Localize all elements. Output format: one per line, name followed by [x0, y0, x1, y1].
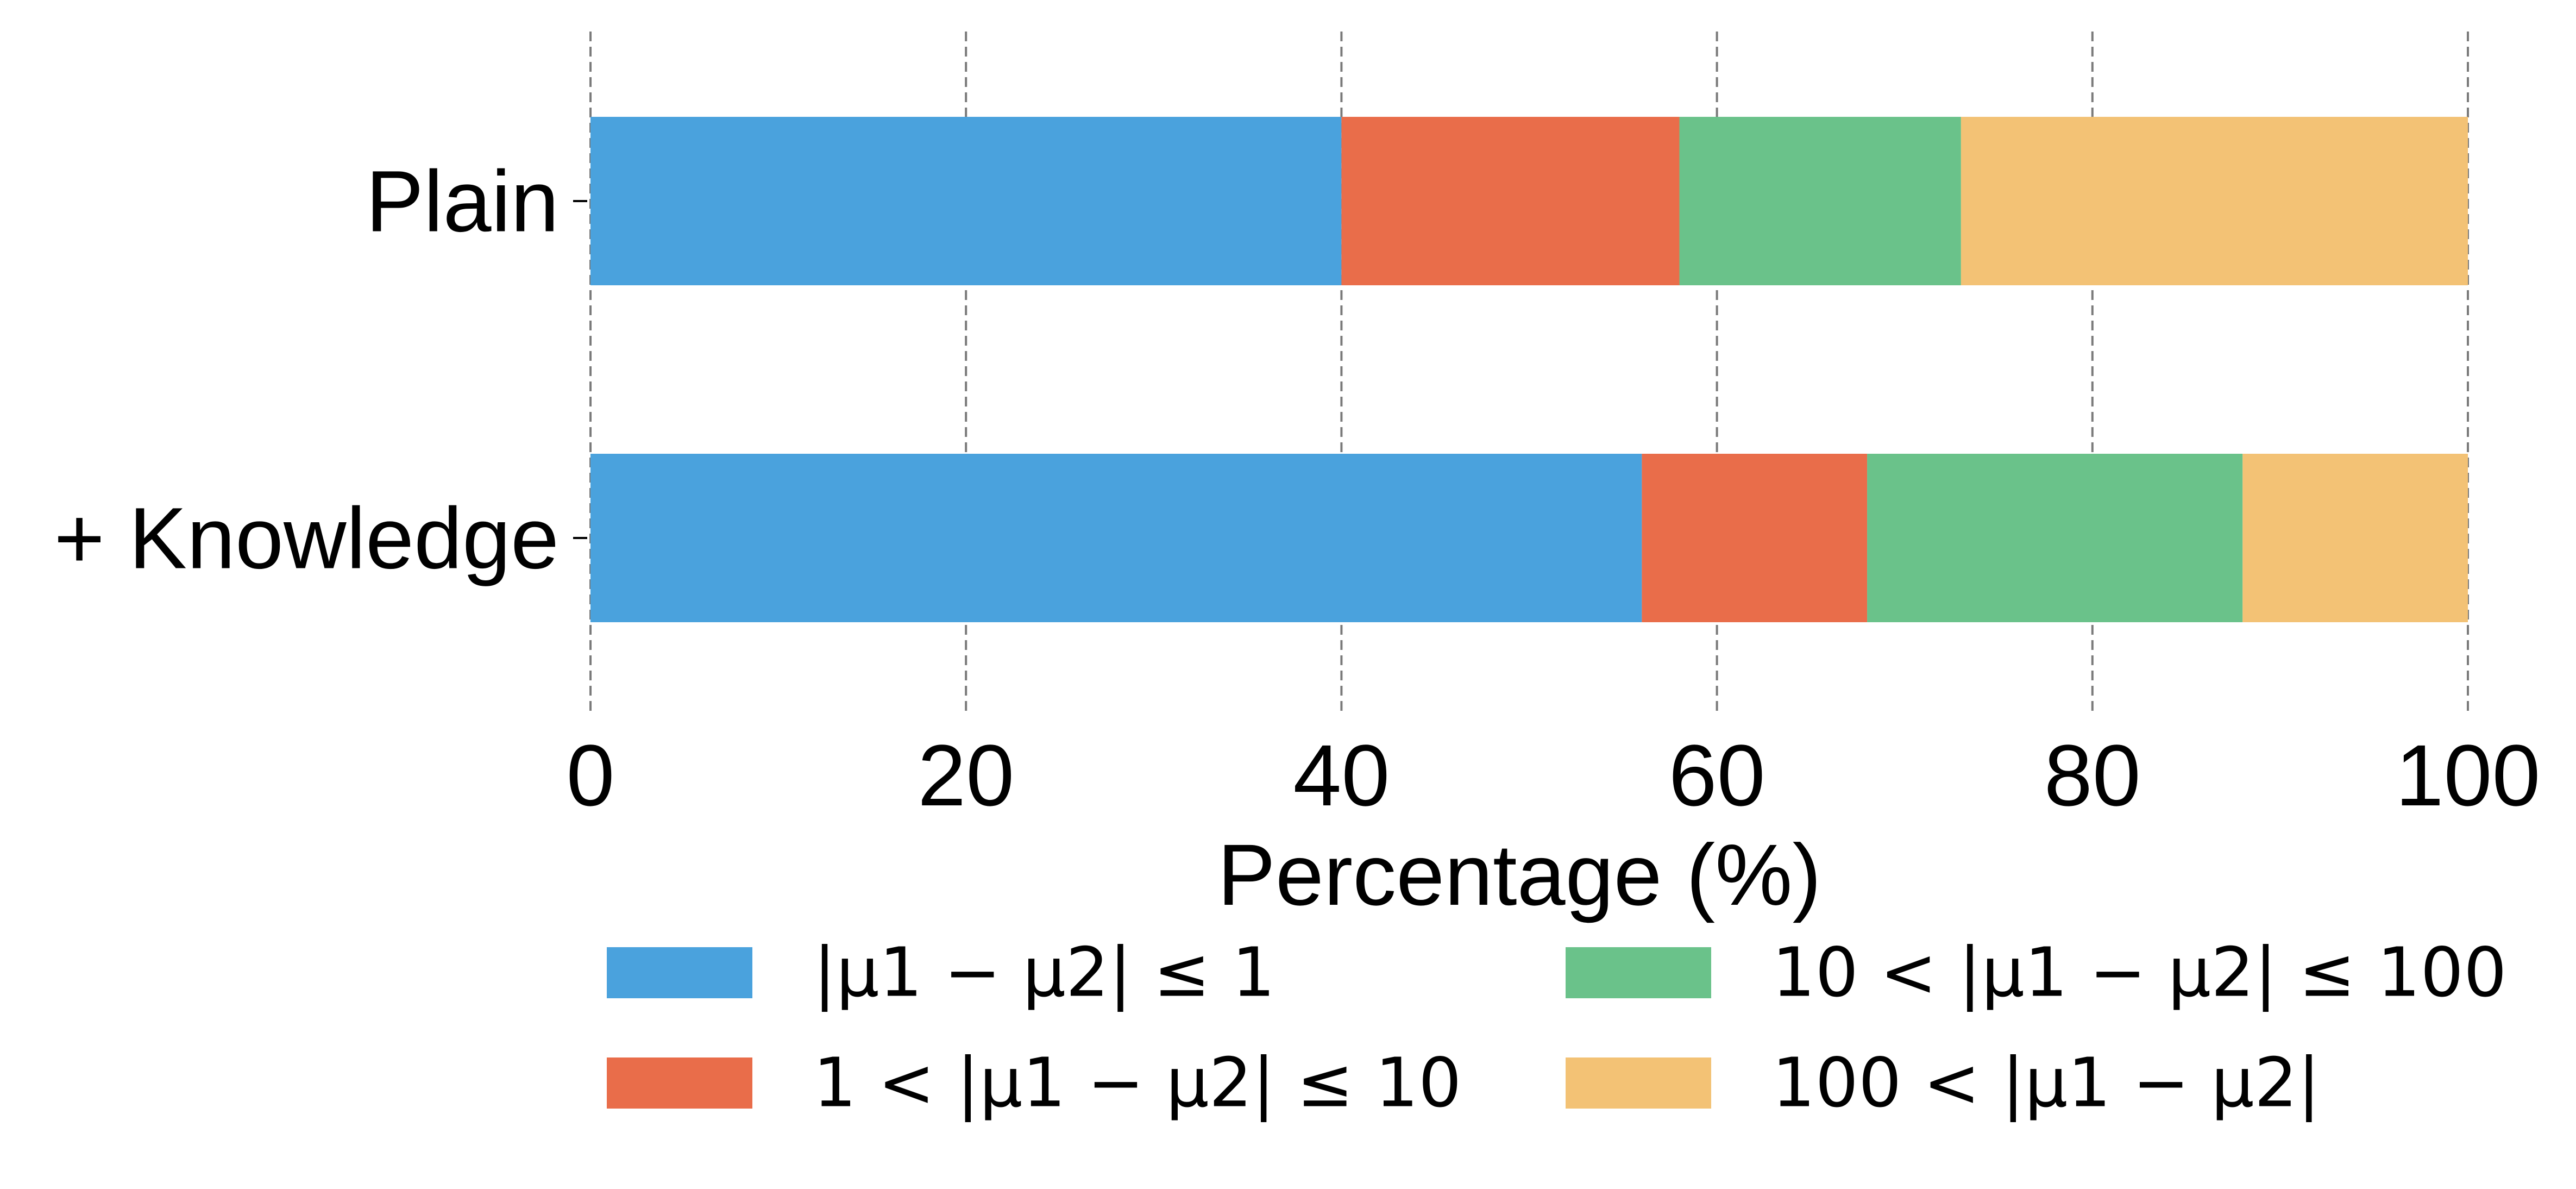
legend: |μ1 − μ2| ≤ 1 1 < |μ1 − μ2| ≤ 10 10 < |μ1 …: [607, 934, 2507, 1123]
legend-label: 100 < |μ1 − μ2|: [1772, 1044, 2320, 1123]
x-axis: 0 20 40 60 80 100: [567, 727, 2541, 824]
bar-segment-1-1: [590, 117, 1342, 285]
bar-segment-2-3: [1867, 454, 2243, 622]
legend-item: 1 < |μ1 − μ2| ≤ 10: [607, 1044, 1462, 1123]
x-tick-label: 80: [2044, 727, 2141, 824]
x-tick-label: 20: [918, 727, 1014, 824]
legend-item: |μ1 − μ2| ≤ 1: [607, 934, 1275, 1012]
x-tick-label: 0: [567, 727, 615, 824]
bars: [590, 117, 2468, 622]
legend-swatch: [607, 1057, 752, 1109]
x-tick-label: 100: [2396, 727, 2541, 824]
legend-label: 10 < |μ1 − μ2| ≤ 100: [1772, 934, 2507, 1012]
bar-segment-1-3: [1679, 117, 1961, 285]
x-tick-label: 40: [1293, 727, 1390, 824]
bar-segment-1-2: [1341, 117, 1680, 285]
legend-swatch: [1566, 1057, 1711, 1109]
legend-swatch: [607, 947, 752, 998]
bar-segment-2-1: [590, 454, 1642, 622]
legend-item: 100 < |μ1 − μ2|: [1566, 1044, 2320, 1123]
legend-item: 10 < |μ1 − μ2| ≤ 100: [1566, 934, 2507, 1012]
legend-label: |μ1 − μ2| ≤ 1: [813, 934, 1275, 1012]
bar-segment-2-4: [2242, 454, 2468, 622]
y-axis: Plain + Knowledge: [54, 153, 587, 587]
x-tick-label: 60: [1669, 727, 1765, 824]
y-tick-label: Plain: [366, 153, 559, 250]
bar-segment-1-4: [1961, 117, 2468, 285]
y-tick-label: + Knowledge: [54, 490, 559, 587]
bar-segment-2-2: [1642, 454, 1868, 622]
legend-label: 1 < |μ1 − μ2| ≤ 10: [813, 1044, 1462, 1123]
x-axis-label: Percentage (%): [1217, 826, 1821, 923]
legend-swatch: [1566, 947, 1711, 998]
